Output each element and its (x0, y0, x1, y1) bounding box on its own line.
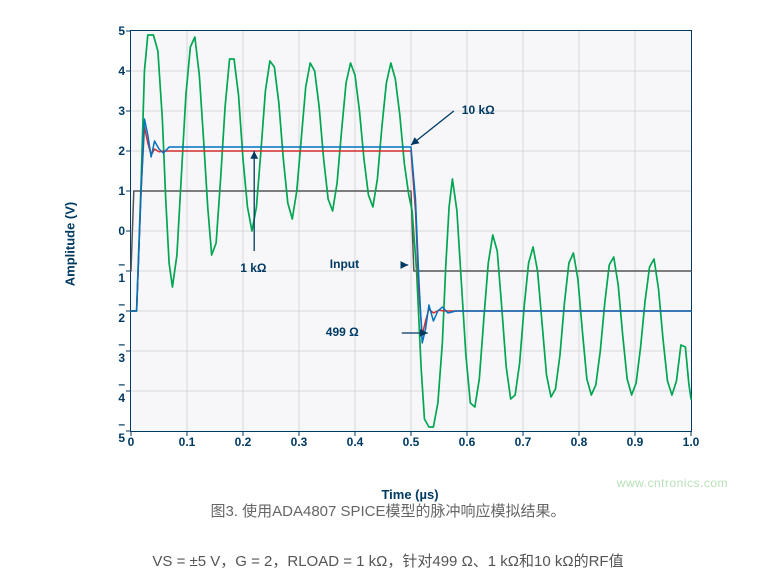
y-axis-label: Amplitude (V) (63, 202, 78, 287)
y-tick-label: 4 (118, 64, 125, 78)
y-tick-label: 2 (118, 144, 125, 158)
x-tick-label: 0 (128, 435, 135, 449)
annotation-arrow (411, 111, 454, 145)
annotation-layer (131, 31, 691, 431)
y-tick-label: 5 (118, 24, 125, 38)
x-tick-label: 0.3 (291, 435, 308, 449)
y-tick-label: –2 (118, 297, 125, 325)
x-tick-label: 0.8 (571, 435, 588, 449)
figure-caption: 图3. 使用ADA4807 SPICE模型的脉冲响应模拟结果。 (0, 500, 776, 521)
x-tick-label: 0.9 (627, 435, 644, 449)
watermark-text: www.cntronics.com (617, 476, 728, 490)
figure-conditions: VS = ±5 V，G = 2，RLOAD = 1 kΩ，针对499 Ω、1 k… (0, 550, 776, 571)
plot-area: 00.10.20.30.40.50.60.70.80.91.0–5–4–3–2–… (130, 30, 692, 432)
x-tick-label: 0.4 (347, 435, 364, 449)
x-tick-label: 0.5 (403, 435, 420, 449)
figure-container: Amplitude (V) 00.10.20.30.40.50.60.70.80… (0, 0, 776, 581)
y-tick-label: 3 (118, 104, 125, 118)
y-tick-label: 1 (118, 184, 125, 198)
y-tick-label: –1 (118, 257, 125, 285)
y-tick-label: –5 (118, 417, 125, 445)
x-tick-label: 0.1 (179, 435, 196, 449)
chart-box: Amplitude (V) 00.10.20.30.40.50.60.70.80… (80, 20, 720, 468)
y-tick-label: 0 (118, 224, 125, 238)
y-tick-label: –4 (118, 377, 125, 405)
x-tick-label: 0.6 (459, 435, 476, 449)
x-tick-label: 0.2 (235, 435, 252, 449)
x-tick-label: 0.7 (515, 435, 532, 449)
y-tick-label: –3 (118, 337, 125, 365)
x-tick-label: 1.0 (683, 435, 700, 449)
